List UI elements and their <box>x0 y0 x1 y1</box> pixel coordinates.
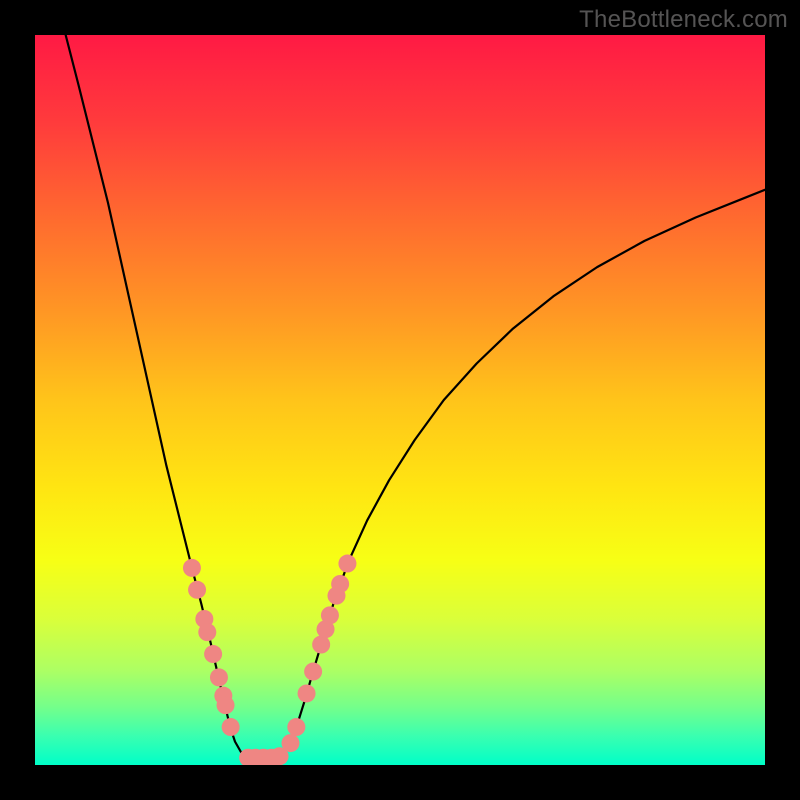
scatter-marker <box>298 684 316 702</box>
scatter-marker <box>321 606 339 624</box>
scatter-marker <box>198 623 216 641</box>
scatter-marker <box>304 663 322 681</box>
scatter-marker <box>217 696 235 714</box>
scatter-marker <box>282 734 300 752</box>
figure-root: TheBottleneck.com <box>0 0 800 800</box>
scatter-marker <box>188 581 206 599</box>
plot-gradient-background <box>35 35 765 765</box>
scatter-marker <box>183 559 201 577</box>
scatter-marker <box>204 645 222 663</box>
scatter-marker <box>331 575 349 593</box>
scatter-marker <box>287 718 305 736</box>
scatter-marker <box>222 718 240 736</box>
scatter-marker <box>210 668 228 686</box>
scatter-marker <box>338 555 356 573</box>
watermark-text: TheBottleneck.com <box>579 6 788 34</box>
scatter-marker <box>312 636 330 654</box>
chart-svg <box>0 0 800 800</box>
